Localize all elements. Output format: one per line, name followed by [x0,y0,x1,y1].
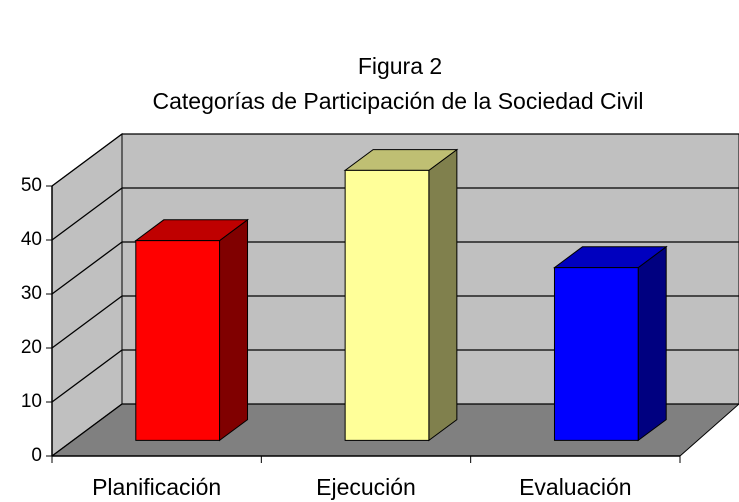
chart-title: Figura 2 [358,53,442,79]
bar-side [637,245,667,442]
x-tick-label: Planificación [92,474,221,500]
bar [553,267,639,441]
side-wall [51,133,123,457]
y-tick-label: 40 [21,229,42,250]
grid-line [51,133,739,187]
bar-side [219,218,249,442]
bar-side [428,148,458,442]
bar [344,169,430,441]
x-tick-label: Ejecución [316,474,416,500]
grid-line [51,403,739,457]
grid-line [51,187,739,241]
grid-line [51,349,739,403]
y-tick-label: 20 [21,337,42,358]
y-tick-label: 0 [31,445,42,466]
y-tick-label: 50 [21,175,42,196]
x-tick-label: Evaluación [519,474,632,500]
y-tick-label: 30 [21,283,42,304]
y-tick-label: 10 [21,391,42,412]
grid-line [51,241,739,295]
grid-line [51,295,739,349]
chart-subtitle: Categorías de Participación de la Socied… [153,88,644,114]
bar [135,240,221,441]
